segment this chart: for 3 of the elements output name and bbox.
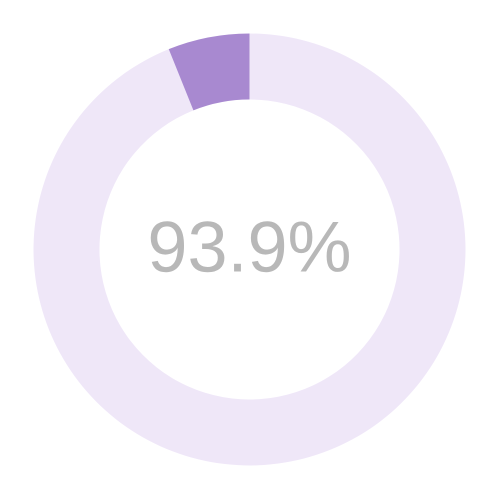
donut-slice — [34, 34, 466, 466]
text: 93.9% — [147, 208, 352, 288]
donut-slice — [168, 34, 250, 110]
